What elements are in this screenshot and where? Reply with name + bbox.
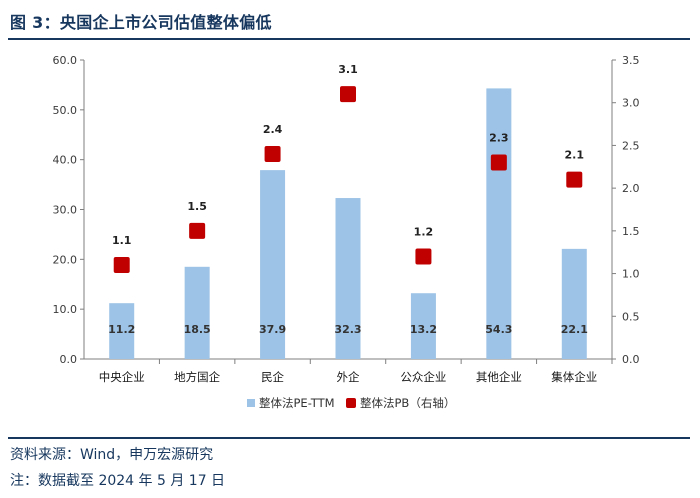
pb-marker-label: 3.1	[338, 63, 358, 76]
y-left-tick-label: 50.0	[53, 104, 78, 117]
pb-marker	[490, 154, 507, 171]
x-tick-label: 中央企业	[99, 370, 145, 384]
pb-marker-label: 1.5	[187, 200, 207, 213]
pb-marker-label: 1.2	[414, 225, 434, 238]
y-left-tick-label: 30.0	[53, 204, 78, 217]
legend-pb-label: 整体法PB（右轴）	[360, 396, 455, 410]
x-tick-label: 公众企业	[400, 370, 446, 384]
y-right-tick-label: 0.5	[622, 310, 640, 323]
pe-bar	[335, 198, 361, 359]
pe-bar-label: 32.3	[334, 323, 361, 336]
pe-bar-label: 37.9	[259, 323, 286, 336]
pe-bar	[561, 248, 587, 359]
footer-rule	[8, 437, 690, 439]
x-tick-label: 其他企业	[476, 370, 522, 384]
pe-bar-label: 13.2	[410, 323, 437, 336]
pe-bar	[410, 293, 436, 359]
y-right-tick-label: 0.0	[622, 353, 640, 366]
y-left-tick-label: 10.0	[53, 303, 78, 316]
pb-marker	[113, 257, 130, 274]
pb-marker	[340, 86, 356, 103]
pb-marker	[264, 145, 281, 162]
y-right-tick-label: 2.5	[622, 139, 640, 152]
y-right-tick-label: 3.0	[622, 97, 640, 110]
pb-marker-label: 2.4	[263, 123, 283, 136]
pe-bar-label: 54.3	[485, 323, 512, 336]
pb-marker-label: 2.1	[565, 149, 585, 162]
title-rule	[8, 38, 690, 40]
pe-bar-label: 18.5	[184, 323, 211, 336]
y-right-tick-label: 1.0	[622, 268, 640, 281]
pb-marker-label: 1.1	[112, 234, 132, 247]
y-right-tick-label: 2.0	[622, 182, 640, 195]
legend-pb-swatch	[346, 398, 356, 408]
figure-title: 图 3：央国企上市公司估值整体偏低	[10, 13, 272, 32]
pb-marker	[415, 248, 432, 265]
source-note: 资料来源：Wind，申万宏源研究	[10, 447, 214, 463]
y-right-tick-label: 3.5	[622, 54, 640, 67]
pe-bar	[109, 303, 135, 359]
pb-marker	[189, 222, 206, 239]
y-left-tick-label: 60.0	[53, 54, 78, 67]
date-note: 注：数据截至 2024 年 5 月 17 日	[10, 473, 226, 489]
pe-bar	[486, 88, 512, 359]
legend-pe-label: 整体法PE-TTM	[259, 396, 335, 410]
x-tick-label: 集体企业	[551, 370, 597, 384]
pe-bar	[260, 170, 286, 359]
x-tick-label: 外企	[337, 370, 360, 384]
pe-bar-label: 11.2	[108, 323, 135, 336]
y-right-tick-label: 1.5	[622, 225, 640, 238]
pe-bar-label: 22.1	[561, 323, 588, 336]
y-left-tick-label: 40.0	[53, 154, 78, 167]
pe-bar	[184, 266, 210, 359]
pb-marker-label: 2.3	[489, 132, 509, 145]
x-tick-label: 地方国企	[174, 370, 220, 384]
y-left-tick-label: 0.0	[60, 353, 78, 366]
y-left-tick-label: 20.0	[53, 253, 78, 266]
x-tick-label: 民企	[261, 370, 284, 384]
pb-marker	[566, 171, 583, 188]
legend-pe-swatch	[247, 399, 255, 407]
